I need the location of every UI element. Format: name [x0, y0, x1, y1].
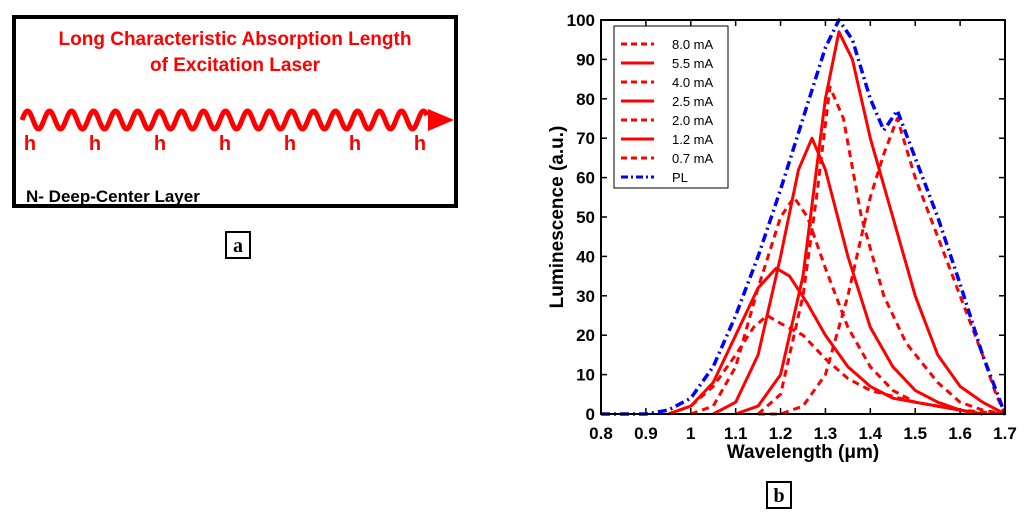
hole-label: h — [154, 133, 166, 155]
y-tick-label: 100 — [567, 11, 595, 30]
legend-label: 5.5 mA — [672, 56, 714, 71]
legend-label: 0.7 mA — [672, 151, 714, 166]
panel-a-diagram: Long Characteristic Absorption Length of… — [12, 15, 458, 208]
series-line — [758, 117, 1007, 416]
legend: 8.0 mA 5.5 mA 4.0 mA 2.5 mA 2.0 mA 1.2 mA 0.7 … — [613, 25, 729, 189]
y-tick-label: 0 — [586, 405, 595, 424]
hole-label: h — [349, 133, 361, 155]
hole-label: h — [219, 133, 231, 155]
series-line — [735, 30, 1006, 416]
x-tick-label: 1.1 — [724, 424, 748, 443]
legend-label: 4.0 mA — [672, 75, 714, 90]
panel-a-title-line1: Long Characteristic Absorption Length — [58, 29, 412, 50]
series-line — [667, 314, 1006, 416]
hole-label: h — [284, 133, 296, 155]
legend-label: 2.5 mA — [672, 94, 714, 109]
y-tick-label: 20 — [576, 326, 595, 345]
series-line — [757, 85, 1006, 416]
x-tick-label: 1.6 — [948, 424, 972, 443]
tick-labels: 0.8 0.9 1 1.1 1.2 1.3 1.4 1.5 1.6 1.7 0 10 20 30 40 50 6… — [567, 11, 1017, 443]
series-line — [601, 18, 1007, 416]
panel-a-tag: a — [225, 231, 251, 259]
series-line — [667, 266, 983, 416]
hole-label: h — [24, 133, 36, 155]
y-tick-label: 30 — [576, 287, 595, 306]
x-tick-label: 1.4 — [859, 424, 883, 443]
legend-label: PL — [672, 170, 688, 185]
panel-a-title-line2: of Excitation Laser — [150, 55, 320, 76]
legend-label: 2.0 mA — [672, 113, 714, 128]
y-tick-label: 40 — [576, 247, 595, 266]
y-tick-label: 70 — [576, 129, 595, 148]
y-tick-label: 10 — [576, 366, 595, 385]
y-axis-label: Luminescence (a.u.) — [547, 126, 568, 309]
y-tick-label: 80 — [576, 90, 595, 109]
y-tick-label: 60 — [576, 169, 595, 188]
panel-b-tag: b — [766, 481, 792, 509]
x-tick-label: 1.5 — [903, 424, 927, 443]
x-tick-label: 0.8 — [589, 424, 613, 443]
hole-label: h — [89, 133, 101, 155]
x-tick-label: 1.7 — [993, 424, 1017, 443]
y-tick-label: 50 — [576, 208, 595, 227]
x-tick-label: 1.2 — [769, 424, 793, 443]
x-tick-label: 0.9 — [634, 424, 658, 443]
x-tick-label: 1.3 — [814, 424, 838, 443]
series-line — [690, 195, 983, 416]
layer-label: N- Deep-Center Layer — [26, 187, 200, 206]
x-axis-label: Wavelength (μm) — [727, 442, 879, 463]
legend-label: 1.2 mA — [672, 132, 714, 147]
excitation-wave — [19, 108, 430, 132]
series-lines — [601, 18, 1007, 416]
legend-label: 8.0 mA — [672, 37, 714, 52]
plot-frame — [600, 19, 1006, 415]
y-tick-label: 90 — [576, 50, 595, 69]
wave-arrowhead — [428, 109, 454, 131]
hole-label: h — [414, 133, 426, 155]
legend-box — [613, 25, 729, 189]
x-tick-label: 1 — [686, 424, 695, 443]
series-line — [712, 136, 983, 416]
